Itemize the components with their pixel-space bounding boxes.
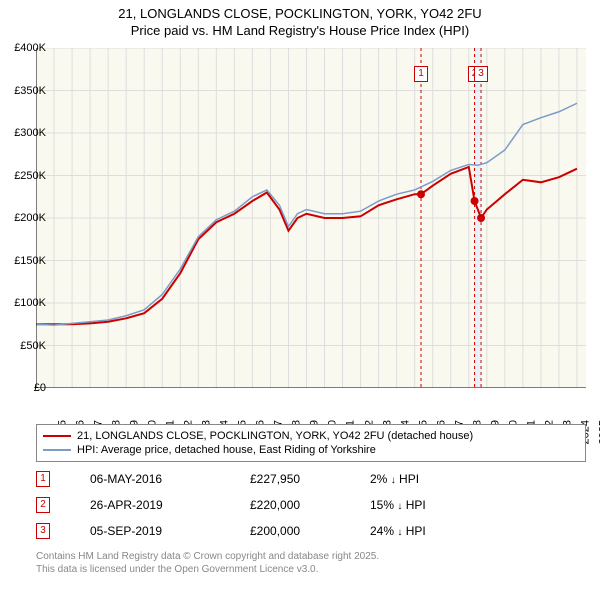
sale-date: 05-SEP-2019 [90, 524, 250, 538]
title-line1: 21, LONGLANDS CLOSE, POCKLINGTON, YORK, … [0, 6, 600, 23]
arrow-down-icon: ↓ [397, 501, 402, 512]
sale-delta: 2% ↓ HPI [370, 472, 530, 486]
sale-price: £227,950 [250, 472, 370, 486]
legend-swatch [43, 449, 71, 451]
y-tick-label: £100K [14, 297, 46, 309]
sale-date: 26-APR-2019 [90, 498, 250, 512]
y-tick-label: £200K [14, 212, 46, 224]
sale-number: 3 [36, 523, 50, 539]
y-tick-label: £150K [14, 255, 46, 267]
legend-label: HPI: Average price, detached house, East… [77, 444, 376, 456]
title-line2: Price paid vs. HM Land Registry's House … [0, 23, 600, 40]
y-tick-label: £300K [14, 127, 46, 139]
sale-delta: 24% ↓ HPI [370, 524, 530, 538]
legend-label: 21, LONGLANDS CLOSE, POCKLINGTON, YORK, … [77, 430, 473, 442]
arrow-down-icon: ↓ [397, 527, 402, 538]
y-tick-label: £400K [14, 42, 46, 54]
footer-line1: Contains HM Land Registry data © Crown c… [36, 550, 586, 563]
sale-price: £220,000 [250, 498, 370, 512]
footer-line2: This data is licensed under the Open Gov… [36, 563, 586, 576]
y-tick-label: £50K [20, 340, 46, 352]
sale-price: £200,000 [250, 524, 370, 538]
legend-row: HPI: Average price, detached house, East… [43, 443, 579, 457]
legend-row: 21, LONGLANDS CLOSE, POCKLINGTON, YORK, … [43, 429, 579, 443]
chart-svg [36, 48, 586, 388]
y-tick-label: £350K [14, 85, 46, 97]
chart-title: 21, LONGLANDS CLOSE, POCKLINGTON, YORK, … [0, 0, 600, 40]
sales-row: 1 06-MAY-2016£227,9502% ↓ HPI [36, 466, 586, 492]
y-tick-label: £250K [14, 170, 46, 182]
legend-swatch [43, 435, 71, 437]
footer: Contains HM Land Registry data © Crown c… [36, 550, 586, 576]
sale-delta: 15% ↓ HPI [370, 498, 530, 512]
sale-number: 1 [36, 471, 50, 487]
y-tick-label: £0 [34, 382, 46, 394]
legend: 21, LONGLANDS CLOSE, POCKLINGTON, YORK, … [36, 424, 586, 462]
sales-table: 1 06-MAY-2016£227,9502% ↓ HPI 2 26-APR-2019… [36, 466, 586, 544]
sales-row: 2 26-APR-2019£220,00015% ↓ HPI [36, 492, 586, 518]
sale-number: 2 [36, 497, 50, 513]
sales-row: 3 05-SEP-2019£200,00024% ↓ HPI [36, 518, 586, 544]
sale-date: 06-MAY-2016 [90, 472, 250, 486]
marker-box: 1 [414, 66, 428, 82]
arrow-down-icon: ↓ [391, 475, 396, 486]
marker-box: 3 [474, 66, 488, 82]
chart-area [36, 48, 586, 388]
